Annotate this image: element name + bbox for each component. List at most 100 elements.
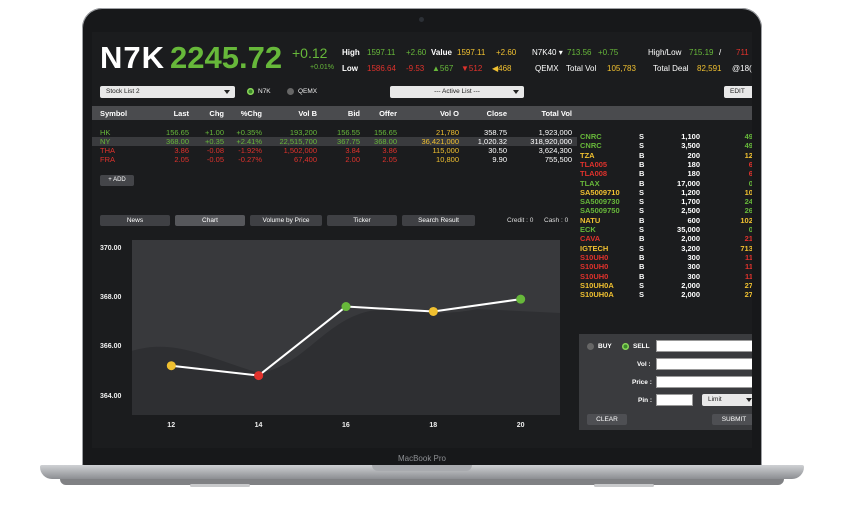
value-change: +2.60 — [496, 48, 517, 57]
cell-pct: +0.35% — [236, 128, 262, 137]
pin-input[interactable] — [656, 394, 693, 406]
camera-icon — [419, 17, 424, 22]
cell-last: 368.00 — [166, 137, 189, 146]
ticker-price: 11. — [744, 271, 752, 281]
add-button[interactable]: + ADD — [100, 175, 134, 186]
ticker-vol: 3,200 — [681, 243, 700, 253]
cell-bid: 156.55 — [337, 128, 360, 137]
radio-qemx-label: QEMX — [298, 88, 318, 95]
tab-search-result[interactable]: Search Result — [402, 215, 475, 226]
submit-button[interactable]: SUBMIT — [712, 414, 752, 425]
column-header[interactable]: Total Vol — [541, 109, 572, 118]
column-header[interactable]: Bid — [347, 109, 360, 118]
highlow-sep: / — [719, 48, 722, 57]
index-price: 2245.72 — [170, 40, 283, 75]
price-input[interactable] — [656, 376, 752, 388]
radio-buy[interactable] — [587, 343, 594, 350]
chevron-down-icon — [224, 90, 230, 94]
low-value: 1586.64 — [367, 64, 396, 73]
cell-close: 30.50 — [488, 146, 507, 155]
column-header[interactable]: Vol O — [439, 109, 459, 118]
ticker-row: CAVA B 2,000 21. — [580, 234, 752, 243]
cell-volb: 193,200 — [289, 128, 317, 137]
tab-news[interactable]: News — [100, 215, 170, 226]
ticker-vol: 180 — [687, 169, 700, 179]
ticker-sym: TLA008 — [580, 169, 608, 179]
ticker-vol: 2,000 — [681, 234, 700, 244]
cell-volb: 22,515,700 — [279, 137, 317, 146]
symbol-input[interactable] — [656, 340, 752, 352]
ticker-row: SA5009710 S 1,200 10. — [580, 188, 752, 197]
column-header[interactable]: Chg — [209, 109, 224, 118]
ticker-row: TLA005 B 180 6. — [580, 160, 752, 169]
x-tick-label: 16 — [342, 422, 350, 429]
order-type-select[interactable]: Limit — [702, 394, 752, 406]
column-header[interactable]: Symbol — [100, 109, 128, 118]
x-tick-label: 14 — [254, 422, 263, 429]
cell-last: 3.86 — [174, 146, 189, 155]
chevron-down-icon — [746, 398, 752, 402]
ticker-sym: S10UH0A — [580, 280, 614, 290]
ticker-vol: 1,200 — [681, 187, 700, 197]
ticker-side: S — [639, 243, 645, 253]
vol-input[interactable] — [656, 358, 752, 370]
value-label: Value — [431, 48, 452, 57]
clear-button[interactable]: CLEAR — [587, 414, 627, 425]
x-tick-label: 12 — [167, 422, 176, 429]
ticker-price: 11. — [744, 262, 752, 272]
tab-ticker[interactable]: Ticker — [327, 215, 397, 226]
column-header[interactable]: Vol B — [298, 109, 317, 118]
tab-chart[interactable]: Chart — [175, 215, 245, 226]
cell-last: 2.05 — [174, 155, 189, 164]
stock-list-select[interactable]: Stock List 2 — [100, 86, 235, 98]
ticker-price: 27. — [744, 280, 752, 290]
ticker-row: IGTECH S 3,200 713. — [580, 244, 752, 253]
active-list-value: --- Active List --- — [434, 88, 480, 95]
ticker-side: B — [639, 215, 645, 225]
column-header[interactable]: Last — [173, 109, 189, 118]
ticker-price: 713. — [740, 243, 752, 253]
active-list-select[interactable]: --- Active List --- — [390, 86, 524, 98]
data-point[interactable] — [516, 294, 526, 304]
ticker-row: TLAX B 17,000 0. — [580, 179, 752, 188]
ticker-vol: 1,700 — [681, 197, 700, 207]
ticker-side: S — [639, 132, 645, 141]
data-point[interactable] — [428, 306, 438, 316]
order-type-value: Limit — [708, 396, 722, 403]
data-point[interactable] — [254, 371, 264, 381]
ticker-price: 0. — [748, 225, 752, 234]
radio-qemx[interactable] — [287, 88, 294, 95]
radio-n7k[interactable] — [247, 88, 254, 95]
column-header[interactable]: Close — [486, 109, 507, 118]
ticker-vol: 180 — [687, 159, 700, 169]
cell-volo: 21,780 — [436, 128, 459, 137]
at-value: @18( — [732, 64, 752, 73]
cell-symbol: THA — [100, 146, 115, 155]
total-deal: 82,591 — [697, 64, 722, 73]
column-header[interactable]: %Chg — [240, 109, 262, 118]
pin-label: Pin : — [638, 397, 653, 404]
cell-offer: 156.65 — [374, 128, 397, 137]
ticker-side: B — [639, 252, 645, 262]
cell-volo: 36,421,000 — [421, 137, 459, 146]
left-arrow-icon: ◀ — [492, 64, 499, 73]
edit-button[interactable]: EDIT — [724, 86, 752, 98]
data-point[interactable] — [341, 302, 351, 312]
ticker-vol: 3,500 — [681, 141, 700, 151]
column-header[interactable]: Offer — [379, 109, 397, 118]
ticker-price: 0. — [748, 178, 752, 188]
data-point[interactable] — [166, 361, 176, 371]
table-row[interactable] — [92, 137, 577, 146]
ticker-sym: TZA — [580, 150, 595, 160]
ticker-row: S10UH0A S 2,000 27. — [580, 290, 752, 299]
cell-pct: -0.27% — [238, 155, 262, 164]
chevron-down-icon: ▾ — [558, 48, 563, 57]
radio-sell[interactable] — [622, 343, 629, 350]
cell-close: 9.90 — [492, 155, 507, 164]
cell-chg: -0.05 — [206, 155, 224, 164]
index-selector[interactable]: N7K40 ▾ — [532, 48, 563, 57]
tab-volume-by-price[interactable]: Volume by Price — [250, 215, 322, 226]
ticker-sym: S10UH0A — [580, 290, 614, 300]
ticker-sym: NATU — [580, 215, 601, 225]
high-label: High — [342, 48, 360, 57]
